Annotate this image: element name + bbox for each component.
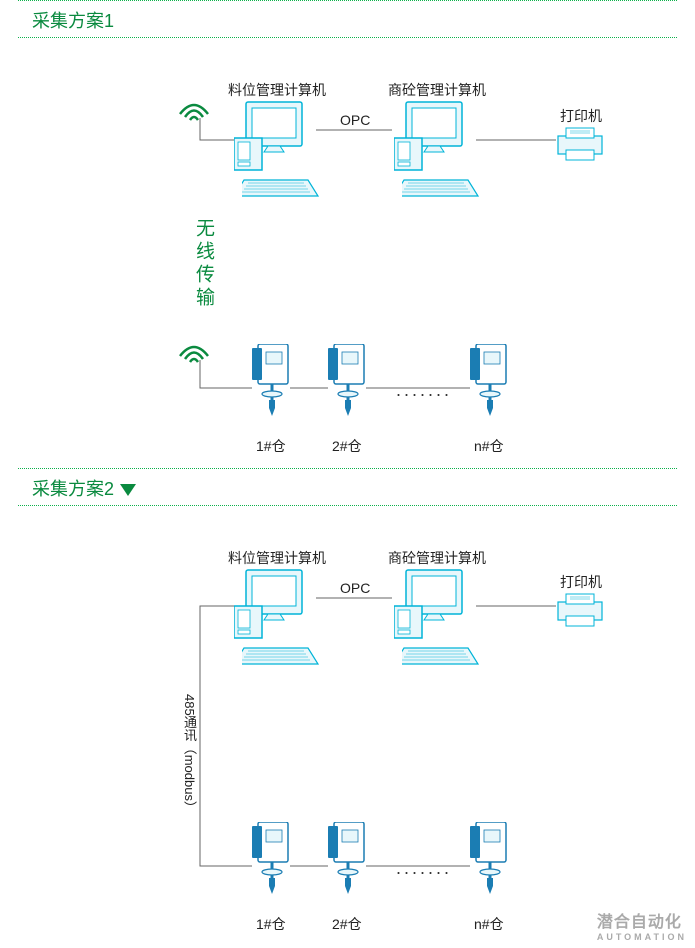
diagram-2: 料位管理计算机 OPC 商砼管理计算机 打印机 485通讯（modbus） ..…	[0, 506, 695, 946]
keyboard2-icon-s2	[402, 646, 486, 668]
sensor1-icon-s2	[252, 822, 294, 898]
sensor3-icon-s1	[470, 344, 512, 420]
section2-title: 采集方案2	[0, 469, 695, 505]
watermark: 潜合自动化 AUTOMATION	[597, 908, 687, 942]
printer-icon-s2	[556, 592, 608, 632]
printer-label-s2: 打印机	[560, 572, 602, 592]
silo1-label-s1: 1#仓	[256, 436, 286, 456]
modbus-label: 485通讯（modbus）	[180, 694, 199, 814]
diagram-1: 料位管理计算机 OPC 商砼管理计算机 打印机 无线传输 ....... 1#仓…	[0, 38, 695, 468]
computer2-icon-s2	[394, 568, 478, 644]
computer1-label-s2: 料位管理计算机	[228, 548, 326, 568]
silo3-label-s1: n#仓	[474, 436, 504, 456]
section1-title: 采集方案1	[0, 1, 695, 37]
triangle-icon	[120, 484, 136, 496]
computer2-label-s2: 商砼管理计算机	[388, 548, 486, 568]
keyboard1-icon-s2	[242, 646, 326, 668]
opc-label-s2: OPC	[340, 580, 370, 596]
ellipsis-s1: .......	[396, 380, 452, 401]
ellipsis-s2: .......	[396, 858, 452, 879]
section-1: 采集方案1 料位管理计算机 OPC 商砼管理计算机 打印机 无线传输	[0, 0, 695, 468]
computer1-icon-s2	[234, 568, 318, 644]
silo2-label-s2: 2#仓	[332, 914, 362, 934]
sensor2-icon-s1	[328, 344, 370, 420]
section-2: 采集方案2 料位管理计算机 OPC 商砼管理计算机 打印机 485通讯（modb…	[0, 468, 695, 946]
sensor3-icon-s2	[470, 822, 512, 898]
silo2-label-s1: 2#仓	[332, 436, 362, 456]
sensor1-icon-s1	[252, 344, 294, 420]
silo3-label-s2: n#仓	[474, 914, 504, 934]
silo1-label-s2: 1#仓	[256, 914, 286, 934]
sensor2-icon-s2	[328, 822, 370, 898]
wifi-icon-bottom	[178, 336, 214, 366]
